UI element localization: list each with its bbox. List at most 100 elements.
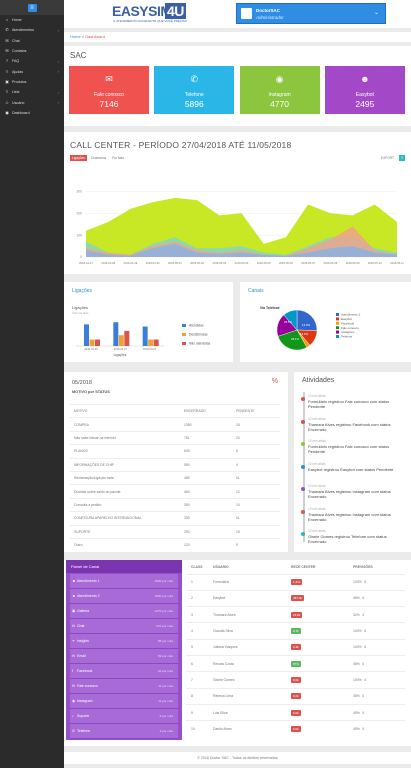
- pie-data-label: 13.3%: [302, 323, 310, 327]
- activity-time: 10 min atrás: [308, 529, 326, 533]
- channel-item[interactable]: ♪ Suporte 5 por mês: [70, 709, 178, 724]
- timeline-dot-icon: [301, 442, 305, 446]
- activity-text: Thamara Alves registrou Facebook com sta…: [308, 421, 391, 432]
- table-cell: 12: [232, 484, 280, 499]
- phone-icon: ✆: [5, 27, 9, 33]
- sidebar-item-label: Lists: [12, 90, 20, 95]
- stat-card-easybot[interactable]: ☻ Easybot 2495: [324, 66, 405, 114]
- channel-value: 85 por mês: [157, 639, 173, 643]
- x-tick-label: 2018-05-08: [323, 261, 337, 265]
- stat-value: 7146: [99, 99, 119, 109]
- activity-item[interactable]: 10 min atrás Thamara Alves registrou Inst…: [301, 507, 403, 522]
- brand-logo[interactable]: EASYSIM 4U O ATENDIMENTO EXCELENTE QUE V…: [112, 3, 192, 24]
- rank-user: Claudia Silva: [208, 622, 286, 640]
- channel-item[interactable]: ⚭ Insights 85 por mês: [70, 634, 178, 649]
- x-tick-label: 2018-04-28: [101, 261, 115, 265]
- avatar: [241, 8, 252, 19]
- tab-ligacoes[interactable]: Ligações: [70, 155, 87, 161]
- channel-value: 3 por mês: [159, 729, 173, 733]
- timeline-dot-icon: [301, 532, 305, 536]
- table-row: Outro 120 9: [70, 537, 280, 552]
- sidebar-item-chat[interactable]: ✉ Chat: [0, 36, 64, 46]
- x-tick-label: 2018-05-02: [190, 261, 204, 265]
- legend-label: Telefone: [341, 335, 353, 339]
- tab-chamados[interactable]: Chamados: [90, 156, 107, 160]
- rank-class: 9: [186, 703, 208, 721]
- callcenter-panel: CALL CENTER - PERÍODO 27/04/2018 ATÉ 11/…: [64, 132, 411, 274]
- channel-item[interactable]: ✉ Fale conosco 11 por mês: [70, 679, 178, 694]
- sidebar-item-label: Dashboard: [12, 110, 30, 115]
- channel-item[interactable]: ▣ Galleria 1270 por mês: [70, 604, 178, 619]
- bar: [153, 339, 159, 346]
- stat-card-instagram[interactable]: ◉ Instagram 4770: [239, 66, 320, 114]
- sort-arrow-icon: ⇕: [363, 580, 367, 585]
- sidebar-item-dashboard[interactable]: ◼ Dashboard: [0, 108, 64, 118]
- table-row: INFORMAÇÕES DE CHIP 550 4: [70, 457, 280, 472]
- legend-label: Atendidas: [189, 324, 204, 328]
- channel-item[interactable]: ✆ Telefone 3 por mês: [70, 724, 178, 739]
- rank-class: 7: [186, 671, 208, 689]
- col-class: CLASS: [191, 564, 203, 569]
- status-badge: 0.0k: [291, 709, 301, 716]
- legend-label: Facebook: [341, 321, 355, 325]
- sac-panel: SAC ✉ Fale conosco 7146 ✆ Telefone 5896 ◉ Insta…: [64, 46, 411, 126]
- table-cell: 630: [180, 444, 232, 459]
- activity-item[interactable]: 10 min atrás Thamara Alves registrou Face…: [301, 417, 403, 432]
- table-row: Dúvidas sobre saldo do pacote 460 12: [70, 484, 280, 499]
- stat-card-fale-conosco[interactable]: ✉ Fale conosco 7146: [69, 66, 149, 114]
- channel-label: Insights: [77, 639, 90, 643]
- sidebar-item-contatos[interactable]: ✉ Contatos: [0, 46, 64, 56]
- sidebar-item-home[interactable]: ⌂ Home: [0, 15, 64, 25]
- channel-item[interactable]: ✉ Chat 670 por mês: [70, 619, 178, 634]
- rank-badge-cell: 0.0k: [286, 703, 348, 721]
- channel-item[interactable]: ☻ Atendimento 1 2590 por mês: [70, 574, 178, 589]
- sidebar-item-lists[interactable]: ≡ Lists ›: [0, 87, 64, 97]
- list-icon: ≡: [5, 68, 9, 74]
- sidebar-item-usuário[interactable]: ☺ Usuário ›: [0, 97, 64, 107]
- x-tick-label: 2018-05-06: [279, 261, 293, 265]
- user-menu[interactable]: DoctorSAC Administrador ⌄: [236, 3, 386, 24]
- col-pendente: PENDENTE: [232, 403, 280, 418]
- activity-item[interactable]: 10 min atrás Gisele Gomes registrou Telef…: [301, 529, 403, 544]
- channel-item[interactable]: ◉ Instagram 11 por mês: [70, 694, 178, 709]
- stat-value: 2495: [355, 99, 375, 109]
- breadcrumb-home[interactable]: Home: [70, 34, 81, 39]
- rank-badge-cell: 9.7k: [286, 622, 348, 640]
- table-row: Não sabe baixar na internet 751 20: [70, 430, 280, 445]
- export-button[interactable]: EXPORT: [380, 155, 394, 160]
- facebook-icon: f: [72, 668, 73, 673]
- table-row: 10 Danilo Alves 0.0k 45% ⇕: [186, 720, 405, 737]
- area-series-3: [86, 243, 397, 257]
- legend-swatch: [336, 335, 339, 338]
- sidebar-item-atendimentos[interactable]: ✆ Atendimentos ›: [0, 25, 64, 35]
- x-tick-label: 2018-04-27: [79, 261, 93, 265]
- motivos-panel: 05/2018 MOTIVO por STATUS % MOTIVO ENCER…: [64, 372, 288, 552]
- menu-toggle-icon[interactable]: ≡: [27, 3, 37, 12]
- channel-item[interactable]: f Facebook 20 por mês: [70, 664, 178, 679]
- activity-item[interactable]: 10 min atrás Formulário registrou Fale co…: [301, 394, 403, 409]
- menu-icon[interactable]: ≡: [399, 155, 405, 161]
- table-row: 3 Thamara Alves 15.8k 32% ⇕: [186, 606, 405, 623]
- bar: [148, 339, 154, 346]
- sidebar-item-ajudas[interactable]: ≡ Ajudas ›: [0, 66, 64, 76]
- rank-user: Easybot: [208, 589, 286, 607]
- sidebar-item-faq[interactable]: ? FAQ ›: [0, 56, 64, 66]
- sidebar-item-label: Home: [12, 18, 22, 23]
- channel-item[interactable]: ✉ Email 59 por mês: [70, 649, 178, 664]
- chevron-down-icon[interactable]: ⌄: [373, 10, 379, 16]
- activity-item[interactable]: 10 min atrás Thamara Alves registrou Inst…: [301, 484, 403, 499]
- stat-label: Telefone: [184, 92, 204, 98]
- activity-item[interactable]: 10 min atrás Easybot registrou Easybot co…: [301, 462, 403, 472]
- tab-por-sala[interactable]: Por sala: [112, 156, 124, 160]
- stat-card-telefone[interactable]: ✆ Telefone 5896: [154, 66, 235, 114]
- x-tick-label: 2018-04-30: [146, 261, 160, 265]
- channel-item[interactable]: ☻ Atendimento 2 1860 por mês: [70, 589, 178, 604]
- sidebar-item-label: Usuário: [12, 100, 25, 105]
- legend-label: Atendimento 2: [341, 313, 361, 317]
- activity-item[interactable]: 10 min atrás Formulário registrou Fale co…: [301, 439, 403, 454]
- channel-value: 2590 por mês: [154, 579, 173, 583]
- percent-icon: %: [271, 378, 278, 385]
- sidebar-item-produtos[interactable]: ▣ Produtos: [0, 77, 64, 87]
- export-controls: EXPORT ≡: [381, 155, 405, 161]
- rank-prev: 45%: [353, 694, 360, 699]
